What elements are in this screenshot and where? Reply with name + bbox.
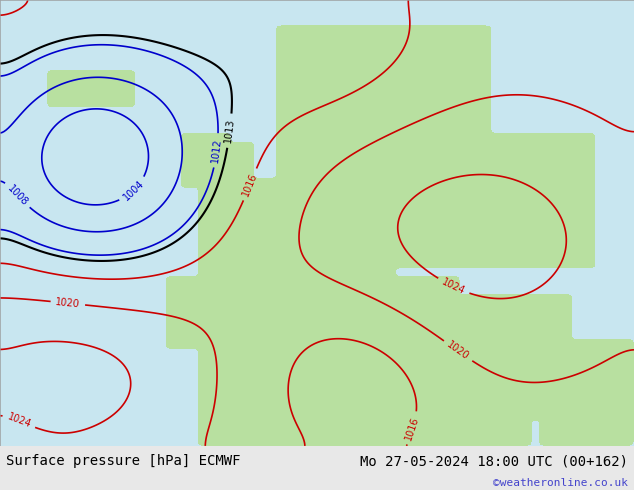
Text: 1013: 1013 <box>223 118 236 144</box>
Text: Mo 27-05-2024 18:00 UTC (00+162): Mo 27-05-2024 18:00 UTC (00+162) <box>359 454 628 468</box>
Text: 1008: 1008 <box>5 183 30 207</box>
Text: 1012: 1012 <box>210 138 223 163</box>
Text: 1016: 1016 <box>241 171 259 197</box>
Text: 1004: 1004 <box>121 178 146 202</box>
Text: 1020: 1020 <box>445 340 471 362</box>
Text: 1016: 1016 <box>403 415 420 441</box>
Text: Surface pressure [hPa] ECMWF: Surface pressure [hPa] ECMWF <box>6 454 241 468</box>
Text: ©weatheronline.co.uk: ©weatheronline.co.uk <box>493 478 628 489</box>
Text: 1024: 1024 <box>440 277 467 296</box>
Text: 1024: 1024 <box>6 412 32 430</box>
Text: 1020: 1020 <box>55 297 81 309</box>
